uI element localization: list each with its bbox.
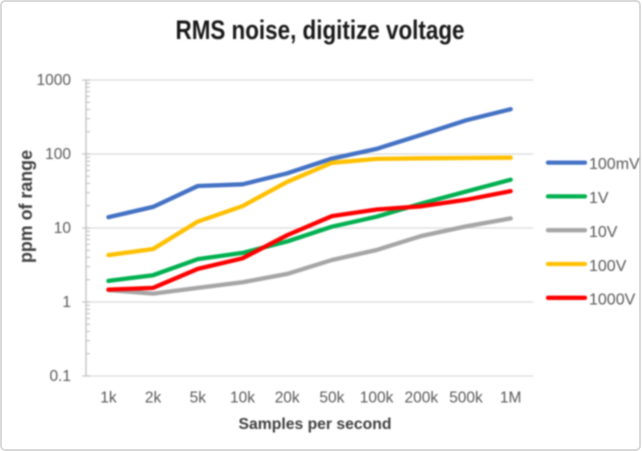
svg-text:2k: 2k (145, 390, 162, 407)
svg-text:100V: 100V (589, 258, 627, 275)
svg-text:1k: 1k (100, 390, 117, 407)
svg-text:0.1: 0.1 (49, 368, 71, 385)
svg-text:100mV: 100mV (589, 156, 640, 173)
svg-text:5k: 5k (190, 390, 207, 407)
svg-text:50k: 50k (319, 390, 344, 407)
svg-text:100: 100 (45, 146, 71, 163)
svg-text:10V: 10V (589, 224, 618, 241)
svg-text:500k: 500k (449, 390, 483, 407)
svg-text:1M: 1M (500, 390, 522, 407)
svg-text:RMS noise, digitize voltage: RMS noise, digitize voltage (176, 15, 465, 45)
svg-text:Samples per second: Samples per second (239, 416, 392, 433)
svg-text:100k: 100k (360, 390, 394, 407)
svg-text:ppm of range: ppm of range (16, 150, 36, 263)
svg-text:10k: 10k (230, 390, 255, 407)
svg-text:200k: 200k (404, 390, 438, 407)
svg-text:20k: 20k (275, 390, 300, 407)
svg-text:1: 1 (62, 294, 71, 311)
svg-text:10: 10 (54, 220, 72, 237)
svg-text:1V: 1V (589, 190, 609, 207)
svg-text:1000: 1000 (37, 72, 72, 89)
svg-text:1000V: 1000V (589, 292, 636, 309)
